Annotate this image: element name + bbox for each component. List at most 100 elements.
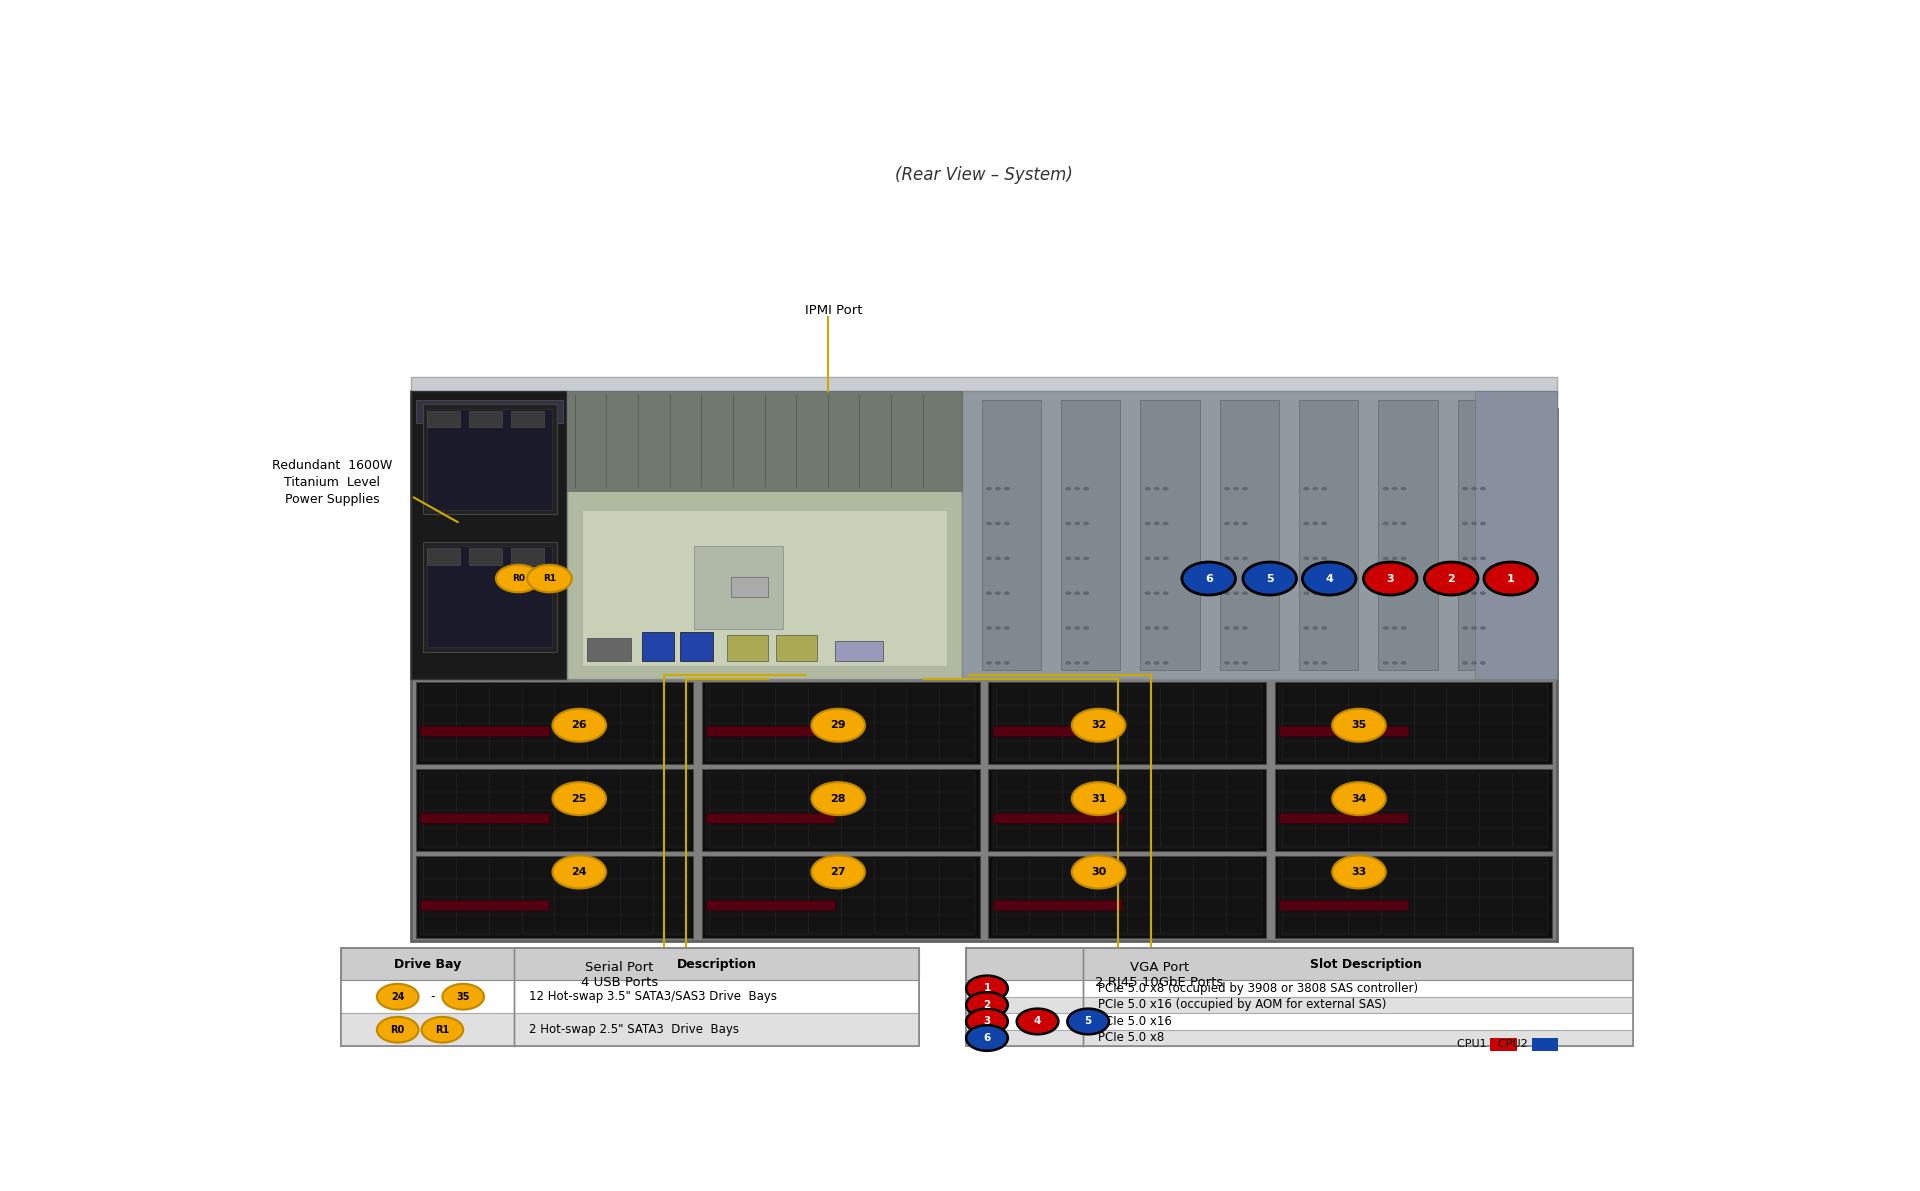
Circle shape — [966, 992, 1008, 1018]
Circle shape — [1018, 1009, 1058, 1034]
Circle shape — [1321, 626, 1327, 630]
FancyBboxPatch shape — [989, 682, 1265, 763]
Circle shape — [1225, 556, 1231, 560]
FancyBboxPatch shape — [422, 542, 557, 651]
FancyBboxPatch shape — [342, 948, 918, 1046]
FancyBboxPatch shape — [415, 682, 693, 763]
Circle shape — [1004, 487, 1010, 491]
Text: 2: 2 — [983, 1000, 991, 1010]
FancyBboxPatch shape — [989, 769, 1265, 850]
Text: 24: 24 — [392, 992, 405, 1002]
Text: PCIe 5.0 x8 (occupied by 3908 or 3808 SAS controller): PCIe 5.0 x8 (occupied by 3908 or 3808 SA… — [1098, 981, 1417, 994]
FancyBboxPatch shape — [468, 548, 501, 565]
FancyBboxPatch shape — [511, 548, 543, 565]
FancyBboxPatch shape — [428, 548, 461, 565]
Circle shape — [1242, 626, 1248, 630]
Text: 6: 6 — [983, 1033, 991, 1043]
Text: Drive Bay: Drive Bay — [394, 958, 461, 971]
Circle shape — [1480, 522, 1486, 525]
FancyBboxPatch shape — [1062, 400, 1121, 671]
Circle shape — [376, 984, 419, 1010]
Circle shape — [1313, 487, 1319, 491]
Text: -: - — [428, 990, 436, 1003]
Circle shape — [1382, 626, 1388, 630]
Circle shape — [1392, 487, 1398, 491]
FancyBboxPatch shape — [1275, 682, 1553, 763]
Text: (Rear View – System): (Rear View – System) — [895, 166, 1073, 183]
Circle shape — [1242, 556, 1248, 560]
Circle shape — [1302, 562, 1356, 596]
Circle shape — [1154, 592, 1160, 596]
FancyBboxPatch shape — [707, 812, 835, 823]
FancyBboxPatch shape — [993, 725, 1121, 736]
Circle shape — [1400, 661, 1407, 665]
Text: 5: 5 — [1265, 574, 1273, 584]
Circle shape — [1463, 487, 1469, 491]
Circle shape — [1004, 556, 1010, 560]
Circle shape — [1154, 661, 1160, 665]
Text: 6: 6 — [1204, 574, 1213, 584]
Text: 5: 5 — [1085, 1016, 1092, 1027]
Circle shape — [1233, 522, 1238, 525]
Circle shape — [1313, 592, 1319, 596]
Text: 29: 29 — [829, 721, 847, 730]
Circle shape — [1321, 592, 1327, 596]
Circle shape — [1463, 522, 1469, 525]
Text: 32: 32 — [1091, 721, 1106, 730]
Circle shape — [1400, 626, 1407, 630]
Circle shape — [1144, 556, 1150, 560]
Circle shape — [812, 782, 864, 815]
Circle shape — [995, 522, 1000, 525]
FancyBboxPatch shape — [981, 400, 1041, 671]
Circle shape — [1144, 522, 1150, 525]
Circle shape — [1400, 487, 1407, 491]
Circle shape — [1313, 556, 1319, 560]
Circle shape — [1480, 626, 1486, 630]
FancyBboxPatch shape — [415, 856, 693, 939]
Circle shape — [1392, 661, 1398, 665]
Circle shape — [1233, 556, 1238, 560]
Text: 26: 26 — [572, 721, 588, 730]
Text: 33: 33 — [1352, 867, 1367, 877]
Text: Redundant  1600W
Titanium  Level
Power Supplies: Redundant 1600W Titanium Level Power Sup… — [273, 460, 392, 506]
Circle shape — [1242, 592, 1248, 596]
Circle shape — [1083, 487, 1089, 491]
FancyBboxPatch shape — [966, 1014, 1632, 1030]
FancyBboxPatch shape — [422, 404, 557, 515]
Text: VGA Port
2 RJ45 10GbE Ports: VGA Port 2 RJ45 10GbE Ports — [1096, 961, 1223, 989]
FancyBboxPatch shape — [707, 725, 835, 736]
FancyBboxPatch shape — [342, 1014, 918, 1046]
Circle shape — [1071, 782, 1125, 815]
Circle shape — [1304, 556, 1309, 560]
FancyBboxPatch shape — [415, 769, 693, 850]
FancyBboxPatch shape — [420, 900, 549, 910]
FancyBboxPatch shape — [966, 948, 1632, 1046]
Circle shape — [987, 487, 993, 491]
Text: 27: 27 — [831, 867, 847, 877]
Text: Serial Port
4 USB Ports: Serial Port 4 USB Ports — [582, 961, 659, 989]
FancyBboxPatch shape — [1279, 859, 1548, 935]
Text: PCIe 5.0 x16 (occupied by AOM for external SAS): PCIe 5.0 x16 (occupied by AOM for extern… — [1098, 998, 1386, 1011]
FancyBboxPatch shape — [511, 411, 543, 428]
FancyBboxPatch shape — [993, 900, 1121, 910]
Text: 30: 30 — [1091, 867, 1106, 877]
Circle shape — [1083, 626, 1089, 630]
Text: 4: 4 — [1033, 1016, 1041, 1027]
Circle shape — [1004, 522, 1010, 525]
Text: Description: Description — [676, 958, 756, 971]
FancyBboxPatch shape — [641, 631, 674, 661]
Circle shape — [1075, 522, 1081, 525]
Circle shape — [1480, 487, 1486, 491]
FancyBboxPatch shape — [703, 682, 979, 763]
FancyBboxPatch shape — [680, 631, 712, 661]
Text: Slot Description: Slot Description — [1309, 958, 1423, 971]
Text: 35: 35 — [457, 992, 470, 1002]
Text: 2 Hot-swap 2.5" SATA3  Drive  Bays: 2 Hot-swap 2.5" SATA3 Drive Bays — [530, 1023, 739, 1036]
FancyBboxPatch shape — [588, 638, 632, 661]
Circle shape — [1392, 522, 1398, 525]
FancyBboxPatch shape — [568, 391, 962, 492]
Text: PCIe 5.0 x8: PCIe 5.0 x8 — [1098, 1031, 1164, 1045]
FancyBboxPatch shape — [703, 856, 979, 939]
Circle shape — [1392, 626, 1398, 630]
Circle shape — [422, 1017, 463, 1042]
